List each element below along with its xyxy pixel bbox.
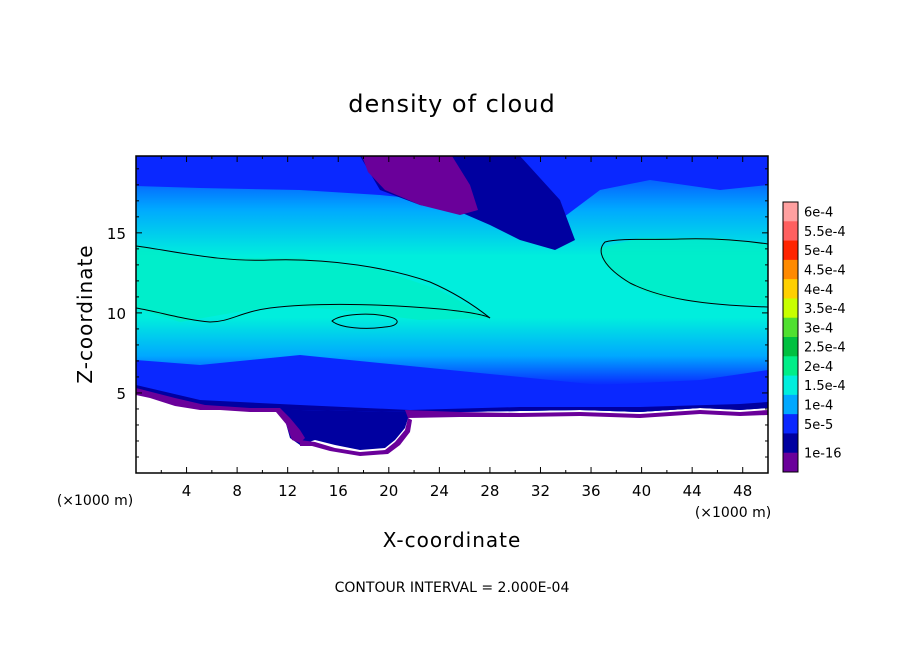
x-tick-label: 20 bbox=[379, 482, 398, 500]
x-tick-label: 44 bbox=[683, 482, 702, 500]
field-purple-bottom bbox=[300, 418, 412, 456]
colorbar-label: 5e-5 bbox=[804, 418, 833, 433]
x-tick-label: 28 bbox=[480, 482, 499, 500]
y-tick-label: 10 bbox=[107, 305, 126, 323]
colorbar-label: 4.5e-4 bbox=[804, 264, 846, 279]
colorbar-swatch bbox=[783, 279, 798, 299]
x-unit-right: (×1000 m) bbox=[695, 505, 771, 521]
field-ground-band bbox=[136, 385, 768, 412]
field-patch-left bbox=[136, 246, 490, 322]
y-axis-title: Z-coordinate bbox=[73, 244, 97, 383]
colorbar-label: 1.5e-4 bbox=[804, 379, 846, 394]
colorbar-swatch bbox=[783, 259, 798, 280]
colorbar-swatch bbox=[783, 337, 798, 357]
colorbar-label: 3.5e-4 bbox=[804, 302, 846, 317]
colorbar-label: 4e-4 bbox=[804, 283, 833, 298]
plot-area bbox=[136, 156, 768, 473]
colorbar-swatch bbox=[783, 394, 798, 415]
x-tick-label: 8 bbox=[232, 482, 242, 500]
colorbar-label: 2.5e-4 bbox=[804, 341, 846, 356]
x-unit-left: (×1000 m) bbox=[57, 493, 133, 509]
colorbar-swatch bbox=[783, 452, 798, 473]
x-axis: 4 8 12 16 20 24 28 32 36 40 44 48 bbox=[160, 156, 752, 500]
plot-frame bbox=[135, 155, 769, 474]
y-tick-label: 5 bbox=[116, 385, 126, 403]
x-axis-title: X-coordinate bbox=[383, 528, 522, 552]
colorbar-label: 2e-4 bbox=[804, 360, 833, 375]
contour-interval-note: CONTOUR INTERVAL = 2.000E-04 bbox=[335, 580, 570, 596]
colorbar-label: 1e-16 bbox=[804, 447, 842, 462]
contour-line-upper-left bbox=[136, 245, 491, 319]
contour-line-inner-ellipse bbox=[331, 313, 398, 329]
y-axis: 5 10 15 bbox=[107, 168, 768, 458]
colorbar-label: 5e-4 bbox=[804, 244, 833, 259]
colorbar-swatch bbox=[783, 433, 798, 454]
chart-title: density of cloud bbox=[348, 90, 555, 118]
x-tick-label: 12 bbox=[278, 482, 297, 500]
colorbar-label: 1e-4 bbox=[804, 399, 833, 414]
field-top-purple bbox=[362, 156, 478, 215]
field-purple-fringe-right bbox=[405, 410, 768, 418]
colorbar-label: 5.5e-4 bbox=[804, 225, 846, 240]
contour-line-right bbox=[600, 238, 768, 308]
colorbar-swatch bbox=[783, 221, 798, 242]
colorbar-swatch bbox=[783, 298, 798, 319]
colorbar-swatch bbox=[783, 317, 798, 338]
x-tick-label: 24 bbox=[430, 482, 449, 500]
colorbar: 6e-4 5.5e-4 5e-4 4.5e-4 4e-4 3.5e-4 3e-4 2.5e-4… bbox=[782, 201, 846, 473]
x-tick-label: 36 bbox=[581, 482, 600, 500]
y-tick-label: 15 bbox=[107, 225, 126, 243]
colorbar-swatch bbox=[783, 375, 798, 396]
colorbar-swatch bbox=[783, 202, 798, 222]
x-tick-label: 32 bbox=[531, 482, 550, 500]
x-tick-label: 48 bbox=[733, 482, 752, 500]
colorbar-frame bbox=[782, 201, 799, 473]
colorbar-swatch bbox=[783, 356, 798, 377]
colorbar-label: 3e-4 bbox=[804, 321, 833, 336]
x-tick-label: 4 bbox=[182, 482, 192, 500]
contour-line-lower-left bbox=[136, 303, 491, 323]
colorbar-label: 6e-4 bbox=[804, 206, 833, 221]
field-low-band bbox=[136, 355, 768, 412]
colorbar-swatch bbox=[783, 240, 798, 261]
x-tick-label: 40 bbox=[632, 482, 651, 500]
colorbar-swatch bbox=[783, 414, 798, 434]
field-purple-fringe bbox=[136, 388, 305, 443]
x-tick-label: 16 bbox=[329, 482, 348, 500]
